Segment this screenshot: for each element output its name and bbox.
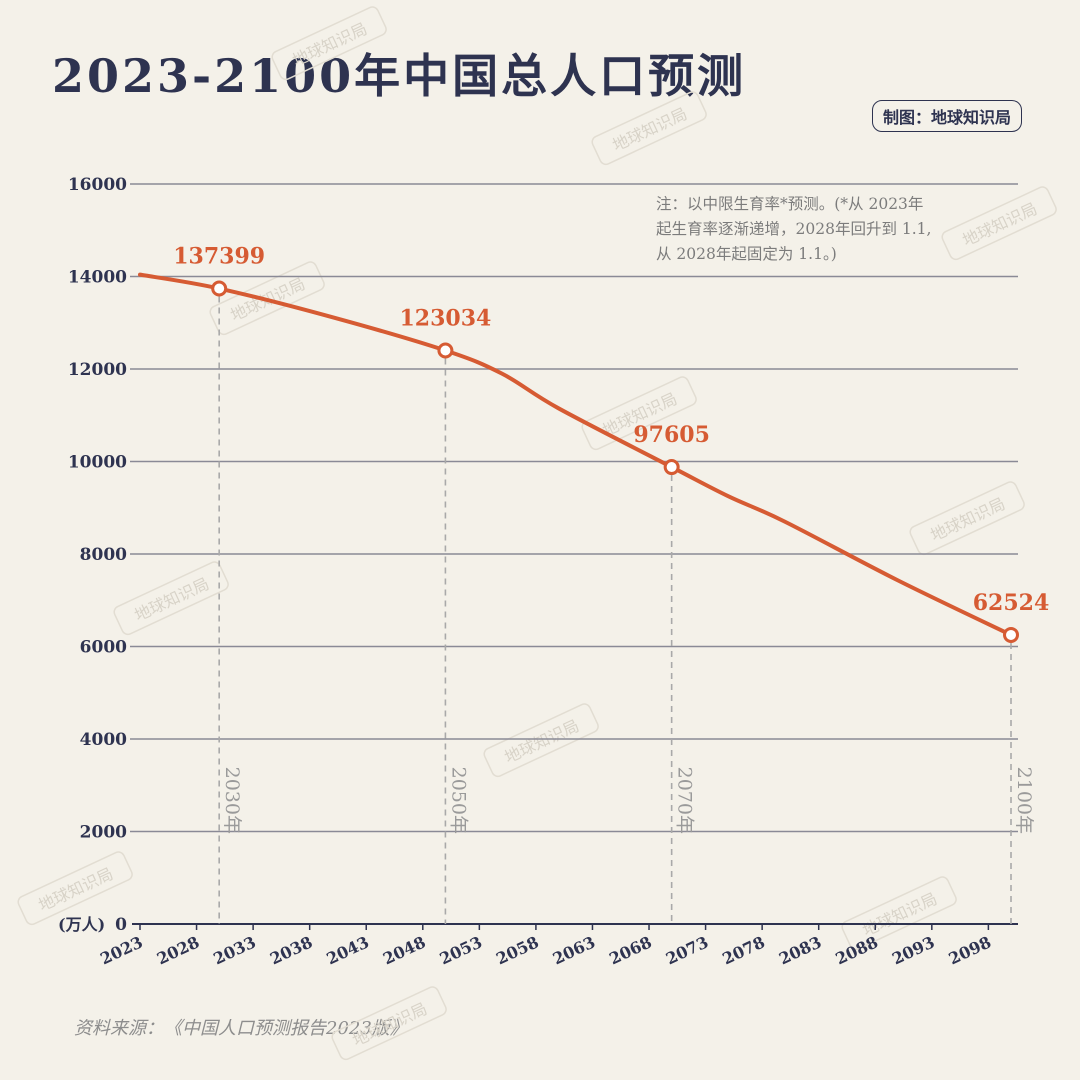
note-line-1: 注：以中限生育率*预测。(*从 2023年 — [656, 195, 924, 213]
y-tick-label: 10000 — [68, 453, 127, 473]
highlight-year-label: 2070年 — [674, 767, 696, 834]
highlight-year-label: 2100年 — [1013, 767, 1035, 834]
watermark: 地球知识局 — [941, 186, 1057, 261]
data-point-marker — [663, 459, 680, 476]
x-tick-label: 2033 — [210, 932, 258, 968]
data-value-label: 137399 — [173, 244, 265, 270]
note-line-2: 起生育率逐渐递增，2028年回升到 1.1, — [656, 220, 932, 238]
y-tick-label: 2000 — [80, 823, 127, 843]
data-value-label: 123034 — [399, 306, 491, 332]
y-tick-label: 12000 — [68, 360, 127, 380]
watermark: 地球知识局 — [331, 986, 447, 1061]
x-tick-label: 2048 — [380, 932, 428, 968]
y-tick-label: 6000 — [80, 638, 127, 658]
data-point-marker — [211, 280, 228, 297]
credit-badge: 制图：地球知识局 — [871, 100, 1022, 132]
x-tick-label: 2043 — [324, 932, 372, 968]
x-tick-label: 2073 — [663, 932, 711, 968]
watermark: 地球知识局 — [483, 703, 599, 778]
x-tick-label: 2083 — [776, 932, 824, 968]
x-tick-label: 2078 — [719, 932, 767, 968]
note-line-3: 从 2028年起固定为 1.1。) — [656, 245, 837, 263]
y-tick-label: 4000 — [80, 730, 127, 750]
x-tick-label: 2088 — [833, 932, 881, 968]
x-tick-label: 2098 — [946, 932, 994, 968]
y-axis-unit-label: (万人) — [58, 915, 105, 934]
chart-note: 注：以中限生育率*预测。(*从 2023年 起生育率逐渐递增，2028年回升到 … — [656, 192, 1024, 267]
data-value-label: 97605 — [633, 422, 710, 448]
watermark: 地球知识局 — [909, 481, 1025, 556]
data-value-label: 62524 — [973, 590, 1050, 616]
chart-title: 2023-2100年中国总人口预测 — [52, 49, 747, 103]
y-tick-label: 0 — [115, 915, 127, 935]
x-tick-label: 2023 — [97, 932, 145, 968]
watermark: 地球知识局 — [271, 6, 387, 81]
source-note: 资料来源：《中国人口预测报告2023版》 — [74, 1018, 408, 1039]
x-tick-label: 2093 — [889, 932, 937, 968]
highlight-year-label: 2030年 — [221, 767, 243, 834]
x-tick-label: 2053 — [437, 932, 485, 968]
x-tick-label: 2058 — [493, 932, 541, 968]
watermark: 地球知识局 — [113, 561, 229, 636]
highlight-year-label: 2050年 — [447, 767, 469, 834]
y-tick-label: 16000 — [68, 175, 127, 195]
data-point-marker — [1003, 626, 1019, 643]
x-tick-label: 2028 — [154, 932, 202, 968]
x-tick-label: 2068 — [606, 932, 654, 968]
y-tick-label: 14000 — [68, 268, 127, 288]
population-line — [138, 272, 1013, 637]
data-point-marker — [437, 342, 454, 359]
x-tick-label: 2038 — [267, 932, 315, 968]
watermark: 地球知识局 — [591, 91, 707, 166]
y-tick-label: 8000 — [80, 545, 127, 565]
x-tick-label: 2063 — [550, 932, 598, 968]
